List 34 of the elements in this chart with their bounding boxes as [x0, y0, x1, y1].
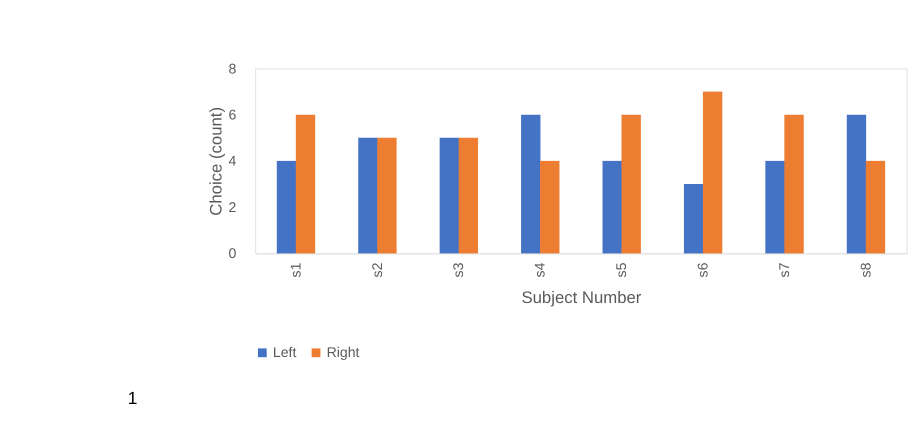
- y-tick-label: 6: [228, 106, 237, 123]
- x-tick-label: s1: [287, 262, 304, 278]
- bar: [540, 160, 560, 254]
- x-tick-label: s5: [613, 262, 630, 278]
- bar: [602, 160, 622, 254]
- bar: [377, 138, 397, 254]
- x-axis-title: Subject Number: [521, 288, 642, 307]
- bar: [358, 138, 378, 254]
- x-tick-label: s8: [857, 262, 874, 278]
- y-tick-label: 0: [228, 245, 237, 262]
- bar: [276, 160, 296, 254]
- x-tick-label: s3: [450, 262, 466, 278]
- bar: [846, 114, 866, 254]
- bar: [458, 138, 478, 254]
- bar: [866, 160, 886, 254]
- bar: [702, 92, 722, 254]
- y-tick-label: 8: [228, 60, 237, 76]
- bar: [784, 114, 804, 254]
- x-tick-label: s7: [776, 262, 792, 278]
- y-axis-title: Choice (count): [206, 106, 226, 216]
- x-tick-label: s6: [694, 262, 711, 278]
- legend-label: Left: [272, 344, 296, 360]
- legend-label: Right: [326, 344, 360, 360]
- bar: [296, 114, 316, 254]
- bar: [440, 138, 460, 254]
- bar: [622, 114, 641, 254]
- x-tick-label: s2: [368, 262, 385, 278]
- y-tick-label: 2: [228, 198, 237, 215]
- bar: [765, 160, 785, 254]
- bar: [684, 184, 704, 254]
- y-tick-label: 4: [228, 152, 237, 169]
- text: 1: [128, 388, 138, 408]
- bar: [521, 114, 540, 254]
- x-tick-label: s4: [532, 262, 548, 278]
